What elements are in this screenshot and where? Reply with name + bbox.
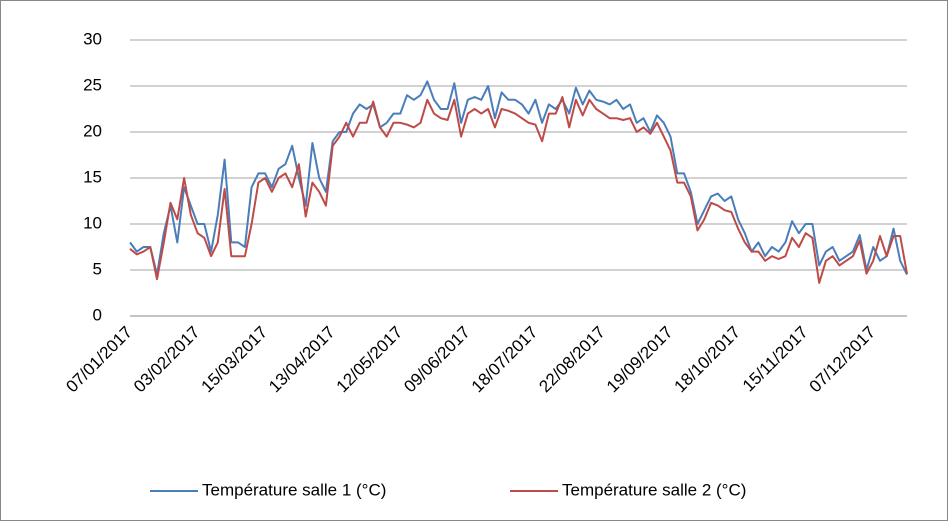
y-tick-label: 0 (93, 305, 102, 324)
y-tick-label: 20 (83, 121, 102, 140)
y-tick-label: 5 (93, 259, 102, 278)
series-line (129, 96, 908, 284)
y-tick-label: 15 (83, 167, 102, 186)
y-tick-label: 10 (83, 213, 102, 232)
series-line (129, 80, 908, 276)
y-tick-label: 25 (83, 75, 102, 94)
legend-label: Température salle 2 (°C) (562, 480, 746, 499)
legend-label: Température salle 1 (°C) (202, 480, 386, 499)
y-tick-label: 30 (83, 29, 102, 48)
